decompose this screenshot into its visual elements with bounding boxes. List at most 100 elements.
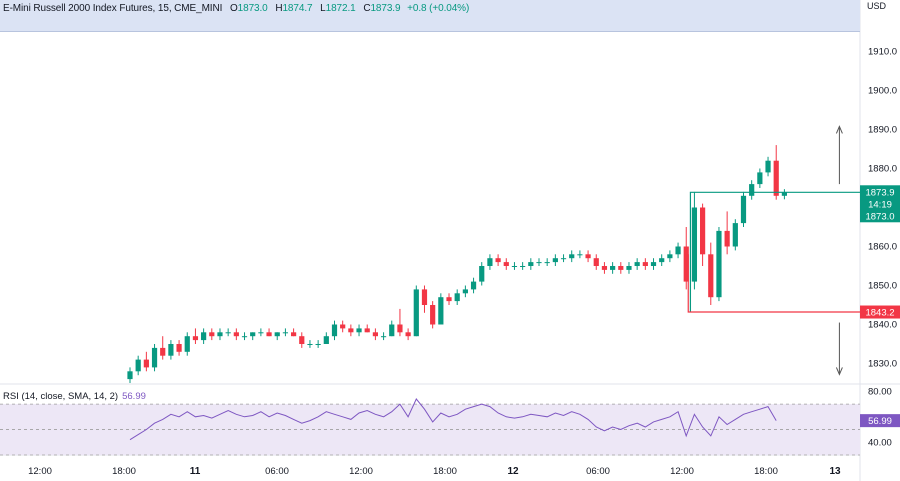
candle[interactable] bbox=[209, 328, 215, 341]
rsi-legend[interactable]: RSI (14, close, SMA, 14, 2) 56.99 bbox=[3, 391, 146, 402]
candle[interactable] bbox=[683, 227, 689, 290]
candle[interactable] bbox=[470, 277, 477, 294]
candle[interactable] bbox=[503, 258, 509, 270]
candle[interactable] bbox=[438, 293, 444, 325]
candle-body bbox=[397, 324, 403, 333]
candle[interactable] bbox=[151, 344, 158, 372]
candle[interactable] bbox=[160, 336, 166, 360]
candle[interactable] bbox=[413, 285, 419, 337]
candle[interactable] bbox=[618, 262, 624, 274]
candle[interactable] bbox=[577, 250, 583, 259]
candle[interactable] bbox=[773, 145, 779, 200]
candle[interactable] bbox=[495, 254, 501, 266]
candle[interactable] bbox=[291, 328, 297, 337]
candle[interactable] bbox=[397, 308, 403, 337]
candle[interactable] bbox=[650, 258, 657, 270]
candle[interactable] bbox=[511, 262, 518, 270]
candle-body bbox=[380, 336, 387, 338]
candlestick-series[interactable] bbox=[127, 145, 787, 383]
symbol-title[interactable]: E-Mini Russell 2000 Index Futures, 15, C… bbox=[3, 3, 223, 14]
candle[interactable] bbox=[642, 258, 648, 270]
candle[interactable] bbox=[659, 254, 665, 266]
candle[interactable] bbox=[724, 211, 730, 255]
candle[interactable] bbox=[462, 285, 468, 298]
candle[interactable] bbox=[593, 254, 599, 270]
candle[interactable] bbox=[740, 191, 747, 227]
candle-body bbox=[773, 160, 779, 196]
candle[interactable] bbox=[421, 285, 428, 313]
candle[interactable] bbox=[135, 355, 141, 376]
candle[interactable] bbox=[405, 328, 411, 341]
time-axis[interactable]: 12:00 18:00 11 06:00 12:00 18:00 12 06:00 12:00 1… bbox=[28, 466, 841, 477]
candle-body bbox=[675, 246, 681, 255]
candle[interactable] bbox=[201, 328, 207, 344]
candle[interactable] bbox=[716, 227, 722, 302]
candle[interactable] bbox=[569, 250, 575, 263]
candle[interactable] bbox=[364, 324, 370, 333]
candle[interactable] bbox=[143, 351, 149, 372]
candle[interactable] bbox=[708, 242, 714, 305]
candle[interactable] bbox=[520, 262, 526, 270]
candle[interactable] bbox=[241, 332, 248, 341]
candle[interactable] bbox=[446, 293, 452, 305]
candle[interactable] bbox=[430, 301, 436, 329]
candle[interactable] bbox=[331, 320, 338, 341]
candle[interactable] bbox=[323, 332, 329, 344]
candle[interactable] bbox=[356, 324, 362, 337]
candle[interactable] bbox=[372, 328, 378, 341]
price-tick-label: 1880.0 bbox=[868, 164, 897, 175]
price-tick-label: 1900.0 bbox=[868, 86, 897, 97]
candle[interactable] bbox=[315, 340, 321, 348]
candle[interactable] bbox=[691, 191, 698, 290]
candle[interactable] bbox=[479, 262, 485, 286]
candle[interactable] bbox=[560, 254, 567, 263]
candle[interactable] bbox=[258, 328, 264, 337]
candle[interactable] bbox=[552, 254, 558, 266]
currency-label[interactable]: USD bbox=[867, 1, 887, 11]
candle-body bbox=[405, 332, 411, 337]
candle[interactable] bbox=[266, 328, 272, 337]
candle[interactable] bbox=[585, 250, 591, 263]
candle[interactable] bbox=[536, 258, 542, 266]
candle[interactable] bbox=[340, 320, 346, 333]
candle[interactable] bbox=[250, 332, 256, 341]
price-axis[interactable]: USD1910.01900.01890.01880.01870.01860.01… bbox=[860, 1, 900, 370]
candle[interactable] bbox=[348, 324, 354, 337]
time-tick-label: 12:00 bbox=[670, 466, 694, 477]
candle[interactable] bbox=[176, 340, 182, 356]
candle[interactable] bbox=[389, 320, 395, 337]
candle[interactable] bbox=[168, 340, 174, 360]
candle[interactable] bbox=[192, 328, 199, 344]
rsi-line bbox=[129, 398, 777, 441]
candle[interactable] bbox=[781, 189, 787, 200]
candle[interactable] bbox=[274, 332, 280, 341]
candle[interactable] bbox=[732, 219, 738, 251]
candle[interactable] bbox=[184, 332, 190, 356]
candle[interactable] bbox=[282, 328, 289, 337]
candle[interactable] bbox=[749, 180, 755, 200]
candle[interactable] bbox=[601, 262, 608, 274]
candle[interactable] bbox=[217, 328, 223, 341]
candle[interactable] bbox=[127, 367, 133, 383]
candle[interactable] bbox=[610, 262, 616, 274]
candle[interactable] bbox=[667, 250, 673, 263]
candle[interactable] bbox=[487, 254, 493, 270]
candle[interactable] bbox=[544, 258, 550, 266]
candle[interactable] bbox=[528, 258, 534, 270]
candle[interactable] bbox=[634, 258, 640, 270]
candle[interactable] bbox=[233, 328, 239, 341]
candle[interactable] bbox=[700, 203, 706, 266]
candle[interactable] bbox=[757, 168, 763, 189]
open-value: 1873.0 bbox=[237, 3, 268, 14]
candle-body bbox=[389, 324, 395, 337]
candle[interactable] bbox=[765, 156, 771, 177]
candle[interactable] bbox=[626, 262, 632, 274]
candle[interactable] bbox=[454, 289, 460, 305]
candle[interactable] bbox=[225, 328, 231, 337]
candle[interactable] bbox=[307, 340, 313, 348]
candle[interactable] bbox=[380, 332, 387, 341]
candle[interactable] bbox=[675, 242, 681, 259]
candle-body bbox=[544, 262, 550, 264]
candle[interactable] bbox=[299, 332, 305, 348]
